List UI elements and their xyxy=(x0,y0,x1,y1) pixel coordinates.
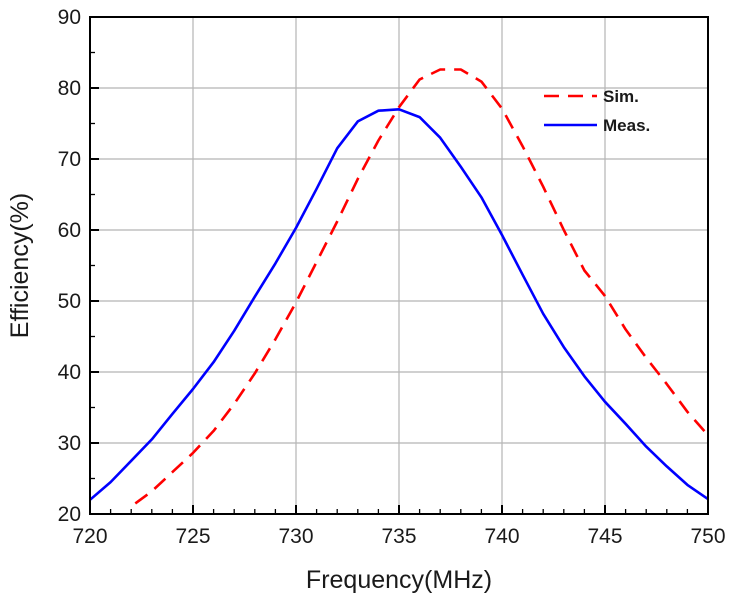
series-layer xyxy=(89,68,709,505)
x-tick-label: 730 xyxy=(278,525,313,548)
y-tick-label: 20 xyxy=(58,503,81,526)
x-tick-label: 740 xyxy=(484,525,519,548)
series-line-sim xyxy=(134,68,709,505)
x-tick-label: 735 xyxy=(381,525,416,548)
y-axis-title: Efficiency(%) xyxy=(6,193,34,338)
series-line-meas xyxy=(89,108,709,501)
legend-label-meas: Meas. xyxy=(603,116,650,135)
grid xyxy=(90,17,708,514)
x-tick-label: 720 xyxy=(72,525,107,548)
y-tick-label: 50 xyxy=(58,290,81,313)
legend-label-sim: Sim. xyxy=(603,87,639,106)
y-tick-label: 60 xyxy=(58,219,81,242)
legend: Sim. Meas. xyxy=(544,87,650,135)
x-tick-label: 750 xyxy=(690,525,725,548)
y-tick-label: 80 xyxy=(58,77,81,100)
x-tick-label: 725 xyxy=(175,525,210,548)
x-tick-label: 745 xyxy=(587,525,622,548)
y-axis-ticks: 20 30 40 50 60 70 80 90 xyxy=(58,6,99,526)
y-tick-label: 30 xyxy=(58,432,81,455)
y-tick-label: 40 xyxy=(58,361,81,384)
x-axis-ticks: 720 725 730 735 740 745 750 xyxy=(72,505,726,548)
y-tick-label: 90 xyxy=(58,6,81,29)
x-axis-title: Frequency(MHz) xyxy=(306,566,492,594)
y-tick-label: 70 xyxy=(58,148,81,171)
